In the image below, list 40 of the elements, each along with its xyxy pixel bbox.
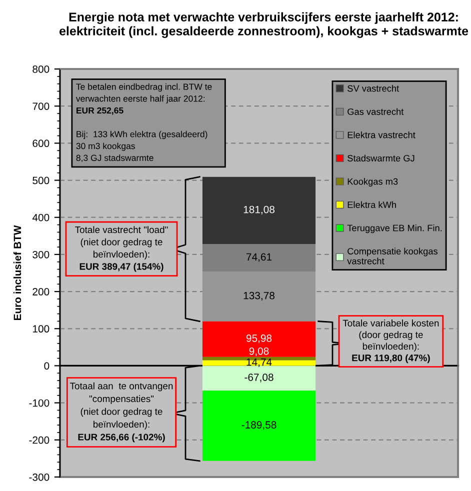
legend-label: SV vastrecht bbox=[348, 84, 400, 92]
data-label: 14,74 bbox=[246, 358, 272, 368]
legend-label: Elektra vastrecht bbox=[348, 131, 416, 138]
chart-title: Energie nota met verwachte verbruikscijfers eerste jaarhelft 2012: elektriciteit (incl. gesaldeerde zonnestroom), kookgas + stadswarmte bbox=[60, 12, 468, 38]
y-tick-label: 500 bbox=[32, 176, 50, 184]
annotation: Totaal aan te ontvangen "compensaties" (niet door gedrag te beïnvloeden): EUR 256,66 (-102%) bbox=[70, 382, 173, 442]
bar bbox=[202, 272, 316, 322]
y-tick-label: -300 bbox=[29, 474, 50, 481]
legend-label: Elektra kWh bbox=[348, 201, 396, 208]
y-tick-label: -100 bbox=[29, 399, 50, 407]
y-tick-label: 800 bbox=[32, 66, 50, 73]
data-label: -189,58 bbox=[242, 421, 276, 430]
y-tick-label: -200 bbox=[29, 436, 50, 444]
y-tick-label: 200 bbox=[32, 288, 50, 296]
bar bbox=[202, 176, 316, 244]
y-tick-label: 700 bbox=[32, 102, 50, 110]
text: Te betalen eindbedrag incl. BTW te verwachten eerste half jaar 2012: EUR 252,65 Bij: 133 kWh elektra (gesaldeerd) 30 m3 kookgas 8,3 GJ stadswarmte bbox=[76, 83, 212, 162]
data-label: 74,61 bbox=[246, 253, 272, 262]
data-label: 9,08 bbox=[249, 347, 269, 356]
annotation: Totale vastrecht "load" (niet door gedrag te beïnvloeden): EUR 389,47 (154%) bbox=[75, 226, 168, 272]
data-label: 181,08 bbox=[244, 206, 274, 214]
y-axis-title: Euro inclusief BTW bbox=[13, 225, 22, 320]
legend-label: Kookgas m3 bbox=[348, 178, 398, 187]
y-tick-label: 400 bbox=[32, 214, 50, 222]
data-label: -67,08 bbox=[244, 374, 274, 382]
y-tick-label: 600 bbox=[32, 140, 50, 148]
legend-label: Compensatie kookgas vastrecht bbox=[347, 248, 438, 264]
y-tick-label: 100 bbox=[33, 325, 50, 333]
legend-label: Stadswarmte GJ bbox=[348, 154, 414, 162]
legend-label: Teruggave EB Min. Fin. bbox=[347, 224, 442, 234]
data-label: 95,98 bbox=[246, 334, 272, 344]
bar bbox=[202, 321, 316, 357]
legend-label: Gas vastrecht bbox=[348, 108, 404, 115]
bar bbox=[202, 356, 316, 360]
bar bbox=[202, 390, 316, 461]
y-tick-label: 300 bbox=[32, 250, 50, 258]
data-label: 133,78 bbox=[244, 292, 274, 301]
bar bbox=[202, 366, 316, 391]
y-tick-label: 0 bbox=[44, 362, 50, 370]
annotation: Totale variabele kosten (door gedrag te beïnvloeden): EUR 119,80 (47%) bbox=[342, 320, 439, 364]
